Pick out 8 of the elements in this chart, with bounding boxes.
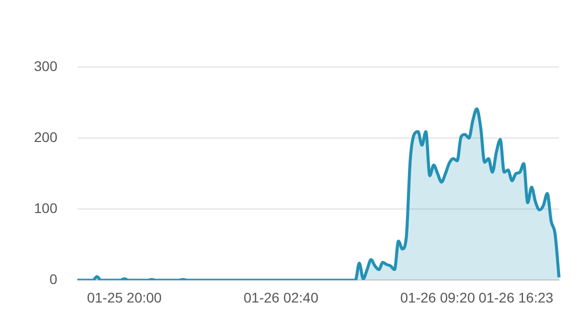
x-tick-label: 01-26 09:20 <box>400 289 476 306</box>
y-tick-label: 200 <box>34 128 58 145</box>
y-tick-label: 0 <box>50 271 58 288</box>
x-tick-label: 01-26 16:23 <box>478 289 554 306</box>
x-tick-label: 01-25 20:00 <box>86 289 162 306</box>
x-tick-label: 01-26 02:40 <box>244 289 319 306</box>
y-tick-label: 100 <box>34 200 58 216</box>
y-tick-label: 300 <box>34 58 58 74</box>
